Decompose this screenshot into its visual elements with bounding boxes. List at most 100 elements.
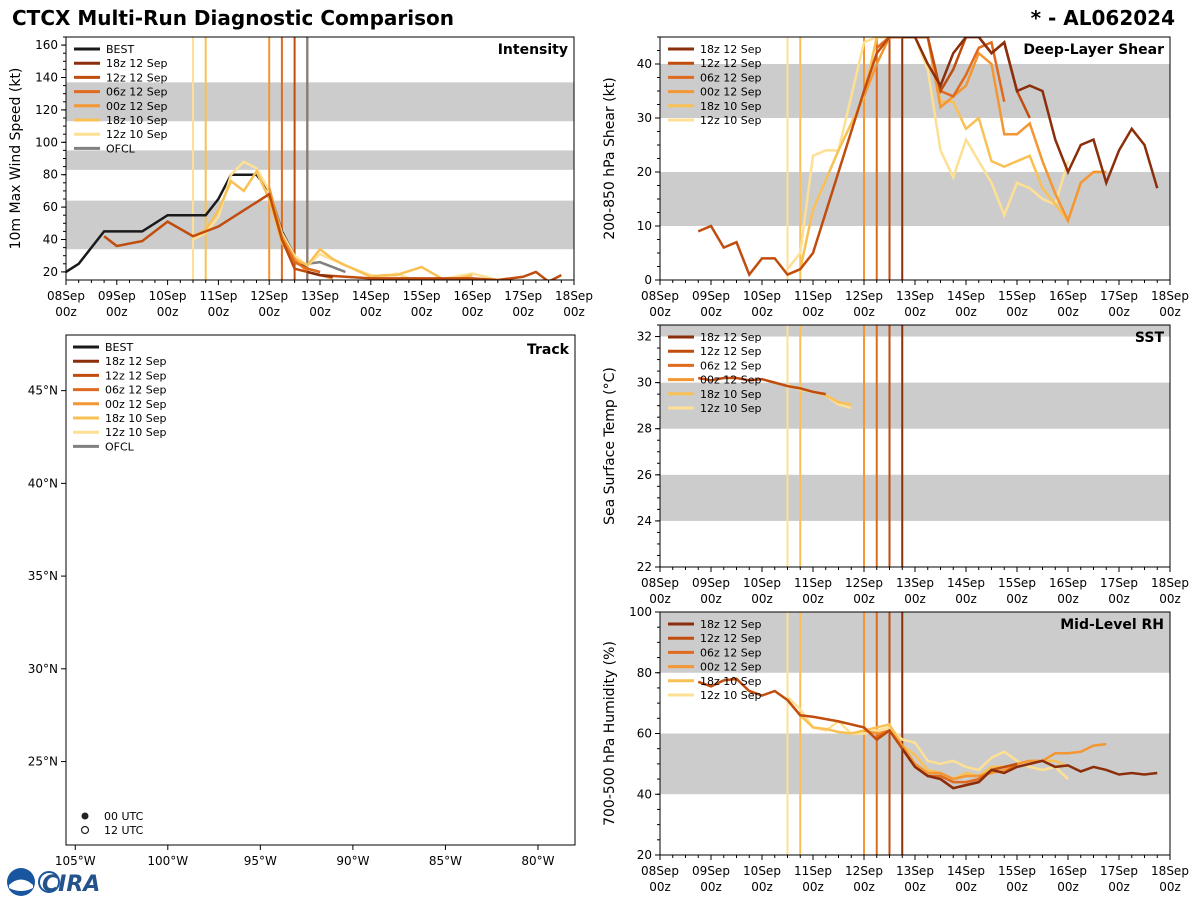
lat-label: 30°N xyxy=(28,662,58,676)
legend-label: 12z 12 Sep xyxy=(105,369,167,382)
lon-label: 80°W xyxy=(521,854,554,868)
legend-label: 00 UTC xyxy=(104,810,144,823)
x-tick-label: 00z xyxy=(802,592,824,606)
y-tick-label: 80 xyxy=(43,168,58,182)
y-tick-label: 40 xyxy=(637,787,652,801)
legend-label: 18z 12 Sep xyxy=(700,331,762,344)
x-tick-label: 00z xyxy=(853,305,875,319)
x-tick-label: 10Sep xyxy=(743,864,781,878)
x-tick-label: 00z xyxy=(751,592,773,606)
x-tick-label: 11Sep xyxy=(794,576,832,590)
x-tick-label: 17Sep xyxy=(1100,576,1138,590)
panel-title: Intensity xyxy=(498,42,568,58)
y-tick-label: 30 xyxy=(637,376,652,390)
x-tick-label: 13Sep xyxy=(301,289,339,303)
x-tick-label: 00z xyxy=(1108,592,1130,606)
x-tick-label: 15Sep xyxy=(403,289,441,303)
noaa-wave-icon xyxy=(9,879,33,891)
lon-label: 105°W xyxy=(55,854,96,868)
x-tick-label: 09Sep xyxy=(692,864,730,878)
x-tick-label: 00z xyxy=(955,880,977,894)
nesdis-seal-icon xyxy=(38,871,60,893)
series-line-12z-12-Sep xyxy=(103,192,562,280)
x-tick-label: 08Sep xyxy=(641,576,679,590)
x-tick-label: 00z xyxy=(955,305,977,319)
x-tick-label: 00z xyxy=(1006,880,1028,894)
panel-title: Track xyxy=(527,342,570,358)
x-tick-label: 17Sep xyxy=(504,289,542,303)
legend-marker-00 xyxy=(81,812,89,820)
legend-label: 18z 10 Sep xyxy=(700,388,762,401)
x-tick-label: 00z xyxy=(55,305,77,319)
cira-logo: CIRA xyxy=(4,866,114,898)
x-tick-label: 00z xyxy=(1006,592,1028,606)
x-tick-label: 00z xyxy=(309,305,331,319)
y-tick-label: 20 xyxy=(43,265,58,279)
panel-plot-area xyxy=(66,37,574,280)
lon-label: 90°W xyxy=(336,854,369,868)
legend-label: 18z 10 Sep xyxy=(105,412,167,425)
x-tick-label: 00z xyxy=(1006,305,1028,319)
logo-text: CIRA xyxy=(42,872,100,897)
y-tick-label: 22 xyxy=(637,560,652,574)
y-tick-label: 160 xyxy=(35,38,58,52)
x-tick-label: 00z xyxy=(1057,880,1079,894)
y-tick-label: 60 xyxy=(43,200,58,214)
x-tick-label: 12Sep xyxy=(845,576,883,590)
x-tick-label: 09Sep xyxy=(692,576,730,590)
x-tick-label: 00z xyxy=(955,592,977,606)
x-tick-label: 11Sep xyxy=(199,289,237,303)
lon-label: 95°W xyxy=(244,854,277,868)
y-tick-label: 20 xyxy=(637,848,652,862)
x-tick-label: 16Sep xyxy=(1049,864,1087,878)
x-tick-label: 00z xyxy=(853,880,875,894)
lat-label: 25°N xyxy=(28,755,58,769)
legend-label: 12z 10 Sep xyxy=(106,128,168,141)
x-tick-label: 00z xyxy=(853,592,875,606)
legend-label: 00z 12 Sep xyxy=(700,661,762,674)
y-tick-label: 100 xyxy=(629,605,652,619)
x-tick-label: 14Sep xyxy=(947,289,985,303)
y-tick-label: 20 xyxy=(637,165,652,179)
x-tick-label: 17Sep xyxy=(1100,864,1138,878)
y-tick-label: 30 xyxy=(637,111,652,125)
y-tick-label: 140 xyxy=(35,71,58,85)
x-tick-label: 00z xyxy=(802,880,824,894)
legend-label: 06z 12 Sep xyxy=(105,384,167,397)
x-tick-label: 00z xyxy=(904,305,926,319)
legend-marker-12 xyxy=(80,825,90,835)
shaded-band xyxy=(660,382,1170,429)
x-tick-label: 00z xyxy=(258,305,280,319)
shaded-band xyxy=(660,64,1170,118)
y-tick-label: 26 xyxy=(637,468,652,482)
legend-label: 12z 10 Sep xyxy=(700,402,762,415)
x-tick-label: 12Sep xyxy=(845,289,883,303)
legend-label: 12 UTC xyxy=(104,824,144,837)
y-tick-label: 80 xyxy=(637,666,652,680)
legend-label: 06z 12 Sep xyxy=(700,71,762,84)
x-tick-label: 18Sep xyxy=(1151,864,1189,878)
ocean xyxy=(66,335,575,845)
x-tick-label: 00z xyxy=(462,305,484,319)
legend-label: 12z 12 Sep xyxy=(700,57,762,70)
series-line-06z-12-Sep xyxy=(280,238,321,274)
x-tick-label: 00z xyxy=(1108,305,1130,319)
x-tick-label: 00z xyxy=(157,305,179,319)
x-tick-label: 00z xyxy=(1159,880,1181,894)
x-tick-label: 00z xyxy=(563,305,585,319)
y-axis-label: 10m Max Wind Speed (kt) xyxy=(8,68,24,250)
series-line-18z-12-Sep xyxy=(306,270,333,278)
panel-plot-area xyxy=(660,325,1170,567)
panel-title: Deep-Layer Shear xyxy=(1023,42,1164,58)
x-tick-label: 00z xyxy=(512,305,534,319)
x-tick-label: 00z xyxy=(106,305,128,319)
series-line-12z-10-Sep xyxy=(786,37,1070,270)
x-tick-label: 13Sep xyxy=(896,289,934,303)
x-tick-label: 10Sep xyxy=(743,289,781,303)
shaded-band xyxy=(660,172,1170,226)
legend-label: 12z 10 Sep xyxy=(700,114,762,127)
legend-label: 12z 10 Sep xyxy=(700,689,762,702)
x-tick-label: 00z xyxy=(700,880,722,894)
y-axis-label: 700-500 hPa Humidity (%) xyxy=(602,641,618,826)
